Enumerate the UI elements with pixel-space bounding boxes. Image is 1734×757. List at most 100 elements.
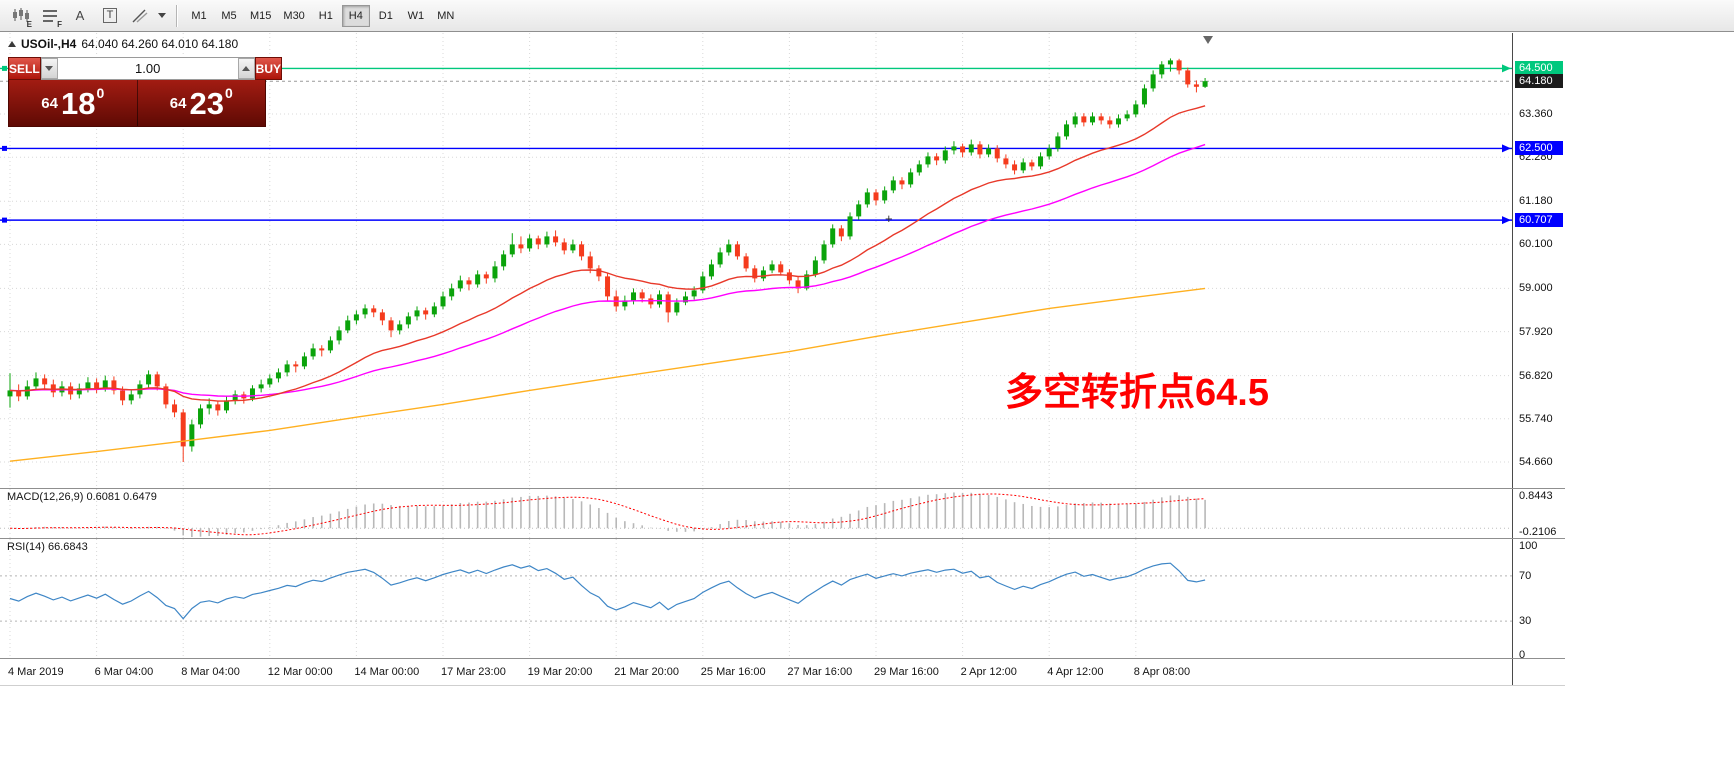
rsi-splitter[interactable] [0, 538, 1565, 539]
time-axis-label: 4 Apr 12:00 [1047, 666, 1104, 678]
chart-icon-badge: E [26, 19, 32, 29]
timeframe-button-m15[interactable]: M15 [245, 5, 276, 27]
rsi-axis-100: 100 [1519, 540, 1538, 552]
bid-pips: 18 [60, 85, 96, 121]
chart-title: USOil-,H4 64.040 64.260 64.010 64.180 [8, 37, 238, 51]
price-axis-label: 59.000 [1519, 282, 1553, 295]
rsi-axis-70: 70 [1519, 569, 1532, 582]
price-axis-label: 60.100 [1519, 238, 1553, 251]
price-axis-label: 61.180 [1519, 195, 1553, 208]
time-axis-label: 14 Mar 00:00 [354, 666, 420, 678]
font-a-glyph: A [75, 8, 85, 23]
time-axis-label: 19 Mar 20:00 [527, 666, 593, 678]
price-tag-62-500: 62.500 [1515, 141, 1563, 156]
volume-control [40, 57, 255, 80]
price-scale[interactable]: 63.360 62.280 61.180 60.100 59.000 57.920 56.8… [1512, 33, 1734, 685]
chart-annotation-text[interactable]: 多空转折点64.5 [1005, 372, 1269, 414]
price-tag-64-500: 64.500 [1515, 61, 1563, 76]
time-axis-label: 29 Mar 16:00 [874, 666, 939, 678]
volume-decrease-button[interactable] [40, 58, 58, 79]
toolbar: E F A T M1 M5 M15 M30 H1 H4 D1 W1 MN [0, 0, 1734, 32]
spinner-down-icon [45, 66, 54, 71]
bid-sup: 0 [96, 85, 105, 101]
timeframe-button-w1[interactable]: W1 [402, 5, 430, 27]
ask-price-display[interactable]: 64 23 0 [138, 80, 266, 126]
time-axis-label: 12 Mar 00:00 [267, 666, 333, 678]
profile-icon-badge: F [57, 19, 62, 29]
rsi-line [9, 562, 1206, 620]
font-a-icon[interactable]: A [66, 3, 94, 29]
ma-slow-line [9, 287, 1206, 462]
crosshair-marker: + [885, 211, 893, 226]
main-chart-plot[interactable]: 多空转折点64.5 + [0, 33, 1512, 488]
ask-sup: 0 [224, 85, 233, 101]
macd-panel-plot[interactable] [0, 489, 1512, 538]
time-axis-label: 8 Apr 08:00 [1133, 666, 1191, 678]
spinner-up-icon [242, 66, 251, 71]
bid-price-display[interactable]: 64 18 0 [9, 80, 137, 126]
chevron-down-icon [158, 13, 166, 18]
time-axis-label: 6 Mar 04:00 [94, 666, 154, 678]
time-axis-label: 25 Mar 16:00 [700, 666, 766, 678]
oct-divider [136, 80, 138, 126]
time-axis-splitter [0, 658, 1565, 659]
line-studies-icon[interactable] [126, 3, 154, 29]
timeframe-button-m5[interactable]: M5 [215, 5, 243, 27]
volume-input[interactable] [57, 58, 238, 79]
price-axis-label: 57.920 [1519, 325, 1553, 338]
toolbar-separator [176, 4, 177, 27]
macd-signal-line [9, 493, 1206, 536]
text-tool-glyph: T [102, 8, 118, 23]
ma-medium-line [9, 143, 1206, 397]
time-axis-label: 21 Mar 20:00 [614, 666, 680, 678]
price-axis-label: 63.360 [1519, 108, 1553, 120]
line-studies-dropdown-caret[interactable] [156, 4, 168, 28]
profile-icon[interactable]: F [36, 3, 64, 29]
time-axis-label: 17 Mar 23:00 [441, 666, 506, 678]
time-axis[interactable]: 4 Mar 2019 6 Mar 04:00 8 Mar 04:00 12 Mar 0… [0, 659, 1565, 685]
rsi-label: RSI(14) 66.6843 [7, 541, 88, 553]
buy-button[interactable]: BUY [254, 57, 283, 80]
time-axis-label: 4 Mar 2019 [8, 666, 64, 678]
timeframe-button-mn[interactable]: MN [432, 5, 460, 27]
macd-axis-min: -0.2106 [1519, 526, 1557, 538]
price-axis-label: 56.820 [1519, 369, 1553, 382]
time-axis-label: 27 Mar 16:00 [787, 666, 853, 678]
timeframe-button-m30[interactable]: M30 [278, 5, 309, 27]
chart-gridlines [0, 33, 1512, 488]
macd-splitter[interactable] [0, 488, 1565, 489]
text-tool-icon[interactable]: T [96, 3, 124, 29]
ask-pips: 23 [189, 85, 224, 121]
candlestick-glyph [12, 8, 29, 22]
volume-increase-button[interactable] [237, 58, 255, 79]
sell-button[interactable]: SELL [8, 57, 41, 80]
timeframe-button-d1[interactable]: D1 [372, 5, 400, 27]
timeframe-button-h4[interactable]: H4 [341, 4, 370, 27]
rsi-panel-plot[interactable] [0, 539, 1512, 658]
time-axis-label: 8 Mar 04:00 [181, 666, 240, 678]
bid-main: 64 [41, 94, 58, 112]
chart-panel[interactable]: 多空转折点64.5 + MACD(12,26,9) 0.6081 0.6479 R… [0, 33, 1734, 686]
rsi-axis-30: 30 [1519, 615, 1532, 628]
price-tag-60-707: 60.707 [1515, 213, 1563, 228]
chart-ohlc-values: 64.040 64.260 64.010 64.180 [81, 37, 239, 51]
ask-main: 64 [169, 94, 187, 112]
macd-histogram [17, 492, 1206, 538]
macd-label: MACD(12,26,9) 0.6081 0.6479 [7, 491, 157, 503]
rsi-axis-0: 0 [1519, 649, 1526, 661]
chart-window-icon[interactable]: E [6, 3, 34, 29]
chart-bottom-border [0, 685, 1565, 686]
macd-axis-max: 0.8443 [1519, 490, 1553, 502]
timeframe-button-h1[interactable]: H1 [312, 5, 340, 27]
chart-symbol-label: USOil-,H4 [21, 37, 77, 51]
price-tag-64-180: 64.180 [1515, 74, 1563, 89]
list-glyph [43, 9, 57, 22]
oct-toggle-arrow[interactable] [8, 41, 16, 47]
price-axis-label: 55.740 [1519, 412, 1553, 425]
timeframe-button-group: M1 M5 M15 M30 H1 H4 D1 W1 MN [185, 4, 460, 27]
chart-shift-marker[interactable] [1203, 36, 1213, 44]
time-axis-label: 2 Apr 12:00 [960, 666, 1017, 678]
timeframe-button-m1[interactable]: M1 [185, 5, 213, 27]
